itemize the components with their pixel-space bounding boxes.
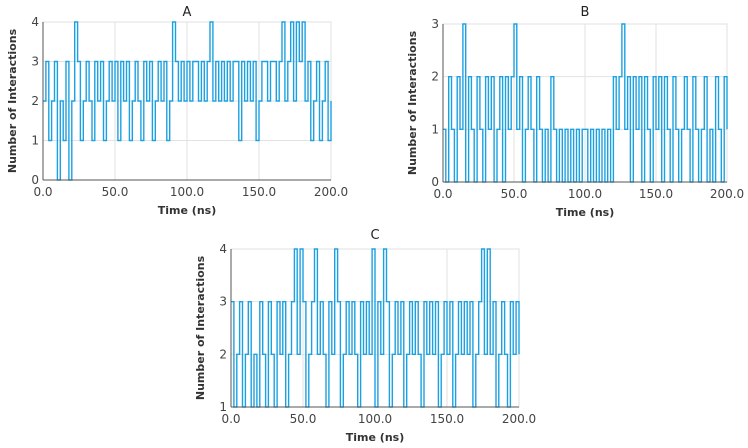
x-tick-label-c: 50.0 [290, 412, 317, 426]
x-tick-label-a: 200.0 [314, 185, 348, 199]
chart-title-b: B [581, 5, 590, 20]
x-tick-label-b: 0.0 [433, 187, 452, 201]
chart-title-a: A [183, 5, 192, 20]
x-tick-label-b: 50.0 [501, 187, 528, 201]
x-tick-label-b: 200.0 [710, 187, 744, 201]
series-line-a-0 [43, 21, 332, 181]
x-tick-label-a: 0.0 [33, 185, 52, 199]
y-axis-label-b: Number of Interactions [406, 30, 419, 175]
y-tick-label-a: 4 [31, 15, 39, 29]
y-tick-label-b: 3 [431, 17, 439, 31]
y-tick-label-c: 3 [219, 295, 227, 309]
panel-a: 0.0 50.0 100.0 150.0 200.0 0 1 2 3 4 A Time (ns) Num… [6, 5, 348, 217]
x-tick-label-a: 150.0 [242, 185, 276, 199]
x-tick-label-a: 100.0 [170, 185, 204, 199]
y-tick-label-a: 1 [31, 134, 39, 148]
x-tick-label-a: 50.0 [102, 185, 129, 199]
y-tick-label-c: 2 [219, 347, 227, 361]
y-tick-label-c: 4 [219, 242, 227, 256]
y-tick-label-c: 1 [219, 400, 227, 414]
panel-c: 0.0 50.0 100.0 150.0 200.0 1 2 3 4 C Time (ns) Numb… [194, 228, 536, 444]
y-tick-label-b: 2 [431, 70, 439, 84]
y-axis-label-a: Number of Interactions [6, 28, 19, 173]
x-tick-label-c: 150.0 [430, 412, 464, 426]
y-axis-label-c: Number of Interactions [194, 255, 207, 400]
x-axis-label-a: Time (ns) [158, 204, 216, 217]
panel-b: 0.0 50.0 100.0 150.0 200.0 0 1 2 3 B Time (ns) Numb… [406, 5, 744, 219]
chart-title-c: C [370, 228, 379, 243]
y-tick-label-b: 1 [431, 122, 439, 136]
x-axis-label-c: Time (ns) [346, 431, 404, 444]
x-tick-label-c: 100.0 [358, 412, 392, 426]
x-axis-label-b: Time (ns) [556, 206, 614, 219]
x-tick-label-c: 0.0 [221, 412, 240, 426]
x-tick-label-b: 100.0 [568, 187, 602, 201]
y-tick-label-a: 3 [31, 55, 39, 69]
y-tick-label-b: 0 [431, 175, 439, 189]
y-tick-label-a: 0 [31, 173, 39, 187]
y-tick-label-a: 2 [31, 94, 39, 108]
x-tick-label-c: 200.0 [502, 412, 536, 426]
x-tick-label-b: 150.0 [639, 187, 673, 201]
